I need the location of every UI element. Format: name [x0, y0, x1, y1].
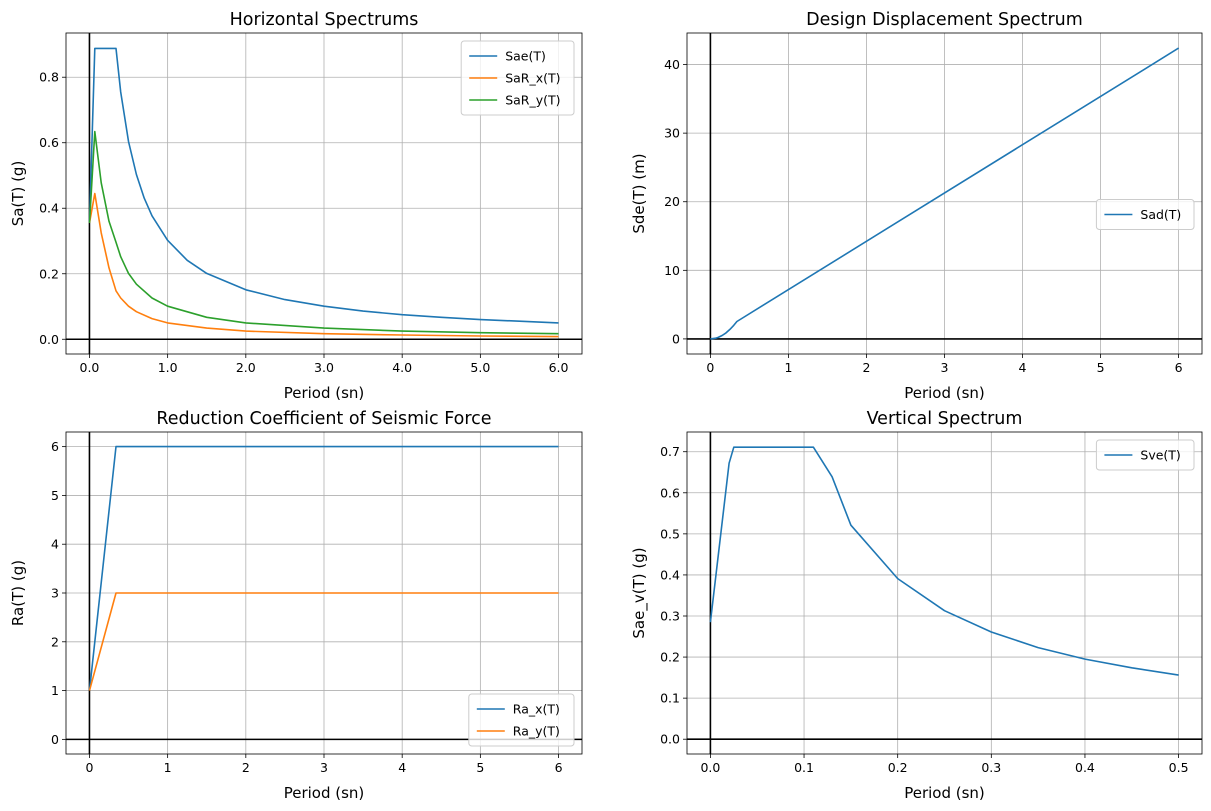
series-line-Sad(T): [710, 47, 1180, 340]
chart-title: Horizontal Spectrums: [230, 10, 419, 30]
y-tick-label: 40: [664, 57, 680, 72]
x-tick-label: 5: [476, 760, 484, 775]
x-tick-label: 3: [320, 760, 328, 775]
x-tick-label: 0: [85, 760, 93, 775]
x-axis-label: Period (sn): [284, 384, 365, 402]
legend-label: Sve(T): [1140, 448, 1180, 463]
legend-label: SaR_x(T): [505, 71, 560, 86]
y-tick-label: 3: [51, 586, 59, 601]
y-tick-label: 0: [51, 732, 59, 747]
y-tick-label: 0.7: [660, 444, 680, 459]
x-tick-label: 2: [862, 360, 870, 375]
chart-panel-3: 0 1 2 3 4 5 6 0 1 2 3 4 5 6 Reduction Coefficient of S…: [9, 409, 583, 802]
y-tick-label: 0.1: [660, 691, 680, 706]
y-axis-label: Sde(T) (m): [630, 153, 648, 233]
chart-title: Design Displacement Spectrum: [806, 10, 1083, 30]
legend-box: [1095, 199, 1195, 230]
x-tick-label: 6: [555, 760, 563, 775]
chart-panel-2: 0 1 2 3 4 5 6 0 10 20 30 40 Design Displacement Spec…: [630, 10, 1203, 402]
x-tick-label: 5.0: [470, 360, 490, 375]
series-line-Ra_y(T): [88, 592, 559, 691]
y-tick-label: 0.4: [660, 567, 680, 582]
series-line-Ra_x(T): [88, 445, 559, 691]
legend-box: [468, 693, 575, 747]
plot-frame: [686, 431, 1203, 755]
legend: Ra_x(T) Ra_y(T): [468, 693, 575, 747]
y-tick-label: 0.4: [39, 201, 59, 216]
x-tick-label: 0.0: [700, 760, 720, 775]
y-tick-label: 0: [672, 331, 680, 346]
y-tick-label: 1: [51, 683, 59, 698]
x-tick-label: 0: [706, 360, 714, 375]
legend: Sad(T): [1095, 199, 1195, 230]
x-tick-label: 0.4: [1075, 760, 1095, 775]
x-axis-label: Period (sn): [904, 384, 985, 402]
x-axis-label: Period (sn): [284, 784, 365, 802]
x-tick-label: 1: [784, 360, 792, 375]
y-tick-label: 0.5: [660, 526, 680, 541]
series-line-Sae(T): [88, 47, 559, 324]
x-axis-label: Period (sn): [904, 784, 985, 802]
legend-label: Ra_y(T): [513, 724, 560, 739]
y-axis-label: Sa(T) (g): [9, 161, 27, 227]
series-line-SaR_y(T): [88, 130, 559, 335]
legend: Sae(T) SaR_x(T) SaR_y(T): [460, 40, 575, 116]
legend: Sve(T): [1095, 439, 1195, 471]
x-tick-label: 6.0: [549, 360, 569, 375]
x-tick-label: 3.0: [314, 360, 334, 375]
x-tick-label: 0.1: [794, 760, 814, 775]
y-tick-label: 0.6: [39, 135, 59, 150]
legend-label: Ra_x(T): [513, 702, 560, 717]
series-line-SaR_x(T): [88, 192, 559, 338]
x-tick-label: 0.5: [1169, 760, 1189, 775]
chart-title: Reduction Coefficient of Seismic Force: [156, 409, 491, 429]
x-tick-label: 6: [1175, 360, 1183, 375]
legend-label: Sae(T): [505, 49, 546, 64]
chart-panel-1: 0.0 1.0 2.0 3.0 4.0 5.0 6.0 0.0 0.2 0.4 0.6 0.8 Hori…: [9, 10, 583, 402]
y-tick-label: 0.0: [660, 732, 680, 747]
y-tick-label: 0.3: [660, 609, 680, 624]
x-tick-label: 4.0: [392, 360, 412, 375]
y-tick-label: 0.6: [660, 485, 680, 500]
legend-label: Sad(T): [1140, 207, 1181, 222]
y-axis-label: Sae_v(T) (g): [630, 547, 649, 638]
legend-label: SaR_y(T): [505, 93, 560, 108]
y-tick-label: 10: [664, 263, 680, 278]
x-tick-label: 0.0: [80, 360, 100, 375]
x-tick-label: 4: [398, 760, 406, 775]
legend-box: [460, 40, 575, 116]
y-tick-label: 0.8: [39, 70, 59, 85]
x-tick-label: 2: [242, 760, 250, 775]
x-tick-label: 0.3: [981, 760, 1001, 775]
x-tick-label: 0.2: [888, 760, 908, 775]
y-tick-label: 4: [51, 537, 59, 552]
y-tick-label: 6: [51, 439, 59, 454]
x-tick-label: 4: [1019, 360, 1027, 375]
legend-box: [1095, 439, 1195, 471]
x-tick-label: 1.0: [158, 360, 178, 375]
x-tick-label: 1: [164, 760, 172, 775]
x-tick-label: 2.0: [236, 360, 256, 375]
y-axis-label: Ra(T) (g): [9, 560, 27, 626]
y-tick-label: 5: [51, 488, 59, 503]
x-tick-label: 3: [941, 360, 949, 375]
series-line-Sve(T): [709, 446, 1179, 676]
chart-title: Vertical Spectrum: [867, 409, 1023, 429]
y-tick-label: 0.0: [39, 332, 59, 347]
x-tick-label: 5: [1097, 360, 1105, 375]
chart-panel-4: 0.0 0.1 0.2 0.3 0.4 0.5 0.0 0.1 0.2 0.3 0.4 0.5 0.6 0…: [630, 409, 1203, 802]
y-tick-label: 0.2: [660, 650, 680, 665]
y-tick-label: 2: [51, 634, 59, 649]
y-tick-label: 20: [664, 194, 680, 209]
y-tick-label: 0.2: [39, 266, 59, 281]
y-tick-label: 30: [664, 126, 680, 141]
